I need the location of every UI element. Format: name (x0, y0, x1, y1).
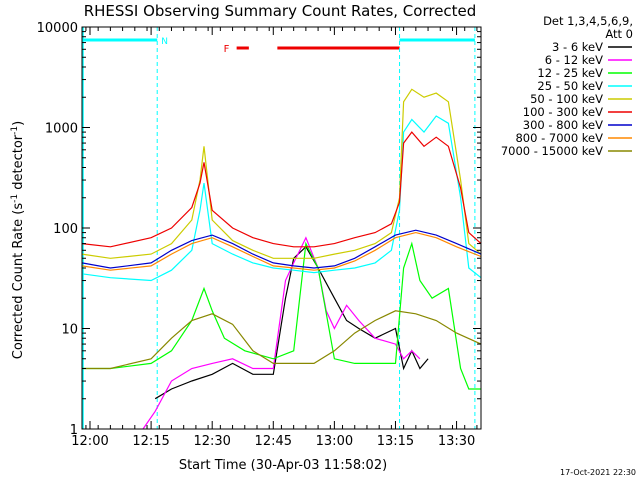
x-tick-label-2: 12:30 (193, 434, 230, 449)
flare-marker-label: F (224, 44, 230, 55)
series-line-4 (81, 88, 482, 259)
legend-label-1: 6 - 12 keV (545, 53, 603, 67)
night-marker-label: N (161, 37, 168, 47)
chart-title: RHESSI Observing Summary Count Rates, Co… (84, 2, 477, 20)
y-tick-label-0: 1 (70, 423, 78, 438)
series-line-5 (81, 131, 482, 248)
legend-label-4: 50 - 100 keV (530, 92, 603, 106)
x-tick-label-6: 13:30 (438, 434, 475, 449)
x-axis-label: Start Time (30-Apr-03 11:58:02) (179, 458, 387, 473)
x-tick-label-3: 12:45 (255, 434, 292, 449)
y-tick-label-3: 1000 (45, 122, 78, 137)
legend-label-5: 100 - 300 keV (523, 105, 603, 119)
timestamp: 17-Oct-2021 22:30 (560, 468, 636, 477)
legend-label-0: 3 - 6 keV (552, 40, 603, 54)
y-tick-label-4: 10000 (37, 21, 78, 36)
y-tick-label-2: 100 (53, 222, 78, 237)
legend-label-7: 800 - 7000 keV (515, 131, 603, 145)
plot-area: N F 1 10 100 1000 10000 12:00 12:15 12:30 12:45 13:… (37, 21, 482, 449)
series-line-6 (81, 229, 482, 269)
legend-header-line-1: Det 1,3,4,5,6,9, (543, 14, 633, 28)
x-tick-label-1: 12:15 (132, 434, 169, 449)
legend-label-6: 300 - 800 keV (523, 118, 603, 132)
legend-label-3: 25 - 50 keV (537, 79, 603, 93)
x-tick-label-0: 12:00 (71, 434, 108, 449)
y-tick-label-1: 10 (61, 323, 78, 338)
series-line-1 (142, 236, 421, 430)
series-line-0 (154, 245, 429, 400)
x-tick-label-4: 13:00 (316, 434, 353, 449)
legend-header-line-2: Att 0 (605, 27, 633, 41)
series-line-8 (82, 310, 482, 370)
series-line-7 (81, 231, 482, 271)
legend-label-2: 12 - 25 keV (537, 66, 603, 80)
legend-label-8: 7000 - 15000 keV (501, 144, 603, 158)
x-tick-label-5: 13:15 (377, 434, 414, 449)
y-axis-label: Corrected Count Rate (s-1 detector-1) (10, 121, 26, 359)
